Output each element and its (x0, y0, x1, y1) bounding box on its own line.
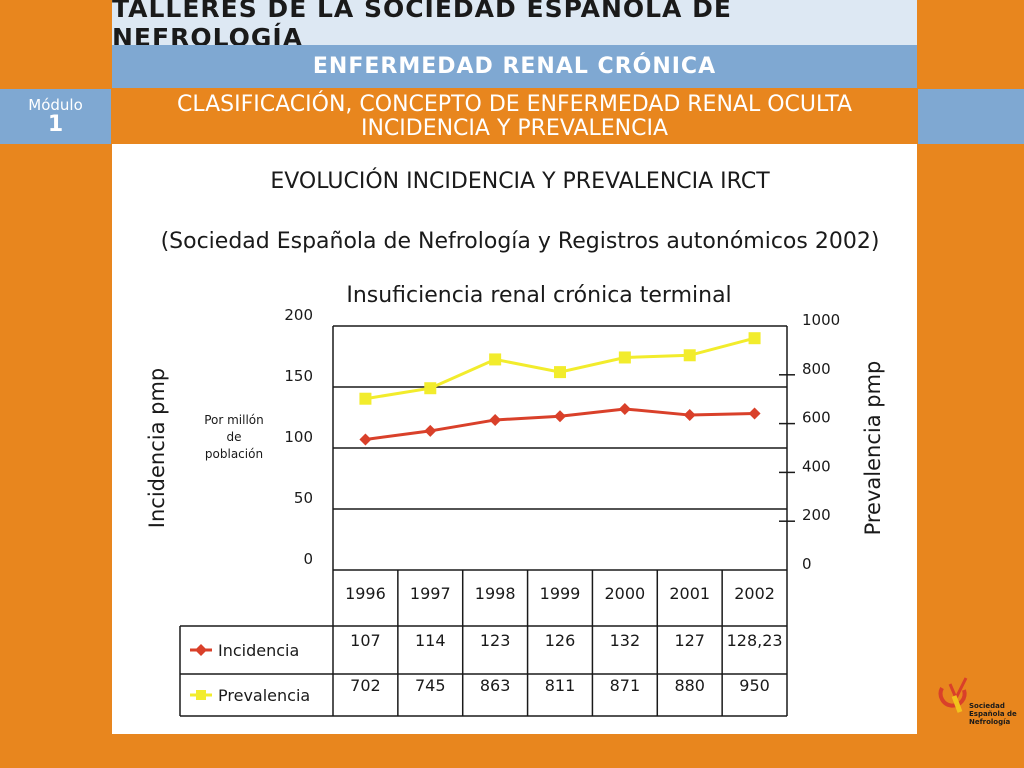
data-point (748, 332, 761, 345)
logo-accent-icon (951, 695, 963, 713)
x-tick-label: 1998 (475, 584, 516, 603)
table-value: 745 (415, 676, 446, 695)
table-value: 863 (480, 676, 511, 695)
y-right-tick-label: 800 (802, 360, 831, 378)
table-value: 950 (739, 676, 770, 695)
data-point (489, 353, 502, 366)
data-point (359, 392, 372, 405)
y-right-tick-label: 400 (802, 457, 831, 475)
data-point (748, 407, 761, 420)
x-tick-label: 1997 (410, 584, 451, 603)
x-tick-label: 1999 (540, 584, 581, 603)
table-value: 702 (350, 676, 381, 695)
slide-content: EVOLUCIÓN INCIDENCIA Y PREVALENCIA IRCT … (112, 144, 917, 734)
data-point (554, 366, 566, 379)
y-note-line: población (205, 447, 263, 461)
chart-title: Insuficiencia renal crónica terminal (346, 283, 731, 308)
y-right-tick-label: 1000 (802, 311, 840, 329)
data-point (489, 413, 502, 426)
legend-marker (195, 644, 207, 656)
table-value: 880 (674, 676, 705, 695)
society-logo (938, 677, 968, 713)
data-point (359, 433, 372, 446)
slide-heading: EVOLUCIÓN INCIDENCIA Y PREVALENCIA IRCT (270, 168, 770, 194)
module-label: Módulo (28, 95, 83, 114)
y-right-axis-title: Prevalencia pmp (861, 361, 885, 536)
chart-plot: 05010015020002004006008001000Incidencia … (145, 306, 885, 717)
slide-source: (Sociedad Española de Nefrología y Regis… (161, 229, 880, 254)
legend-marker (196, 690, 206, 700)
logo-line1: Sociedad (969, 702, 1005, 710)
table-value: 871 (610, 676, 641, 695)
y-note-line: Por millón (204, 413, 264, 427)
table-value: 107 (350, 631, 381, 650)
module-number: 1 (47, 111, 64, 137)
table-value: 114 (415, 631, 446, 650)
x-tick-label: 1996 (345, 584, 386, 603)
y-right-tick-label: 0 (802, 555, 812, 573)
x-tick-label: 2001 (669, 584, 710, 603)
chart: EVOLUCIÓN INCIDENCIA Y PREVALENCIA IRCT … (145, 168, 885, 717)
y-left-tick-label: 200 (284, 306, 313, 324)
table-value: 123 (480, 631, 511, 650)
section-subtitle-text: ENFERMEDAD RENAL CRÓNICA (312, 54, 717, 79)
module-badge: Módulo 1 (0, 89, 111, 144)
y-right-tick-label: 200 (802, 506, 831, 524)
logo-line3: Nefrología (969, 718, 1011, 726)
data-point (618, 402, 631, 415)
data-point (618, 351, 631, 364)
table-value: 132 (610, 631, 641, 650)
logo-line2: Española de (969, 710, 1017, 718)
data-point (683, 349, 696, 362)
page-title: TALLERES DE LA SOCIEDAD ESPAÑOLA DE NEFR… (112, 0, 917, 52)
decorative-band (918, 89, 1024, 144)
y-left-tick-label: 100 (284, 428, 313, 446)
module-title: CLASIFICACIÓN, CONCEPTO DE ENFERMEDAD RE… (112, 89, 917, 144)
table-value: 126 (545, 631, 576, 650)
section-subtitle: ENFERMEDAD RENAL CRÓNICA (112, 45, 917, 88)
data-point (424, 424, 437, 437)
logo-swoosh-icon (938, 687, 967, 708)
legend-label: Incidencia (218, 641, 299, 660)
y-right-tick-label: 600 (802, 409, 831, 427)
y-left-axis-title: Incidencia pmp (145, 368, 169, 528)
module-title-line2: INCIDENCIA Y PREVALENCIA (360, 115, 669, 141)
legend-label: Prevalencia (218, 686, 310, 705)
x-tick-label: 2000 (604, 584, 645, 603)
table-value: 127 (674, 631, 705, 650)
logo-text: Sociedad Española de Nefrología (969, 702, 1017, 726)
y-left-tick-label: 0 (303, 550, 313, 568)
x-tick-label: 2002 (734, 584, 775, 603)
module-title-line1: CLASIFICACIÓN, CONCEPTO DE ENFERMEDAD RE… (177, 91, 852, 117)
table-value: 811 (545, 676, 576, 695)
table-value: 128,23 (727, 631, 783, 650)
data-point (554, 410, 566, 423)
y-left-tick-label: 50 (294, 489, 313, 507)
page-title-text: TALLERES DE LA SOCIEDAD ESPAÑOLA DE NEFR… (112, 0, 732, 52)
y-note-line: de (227, 430, 242, 444)
data-point (424, 382, 437, 395)
y-left-tick-label: 150 (284, 367, 313, 385)
data-point (683, 409, 696, 422)
